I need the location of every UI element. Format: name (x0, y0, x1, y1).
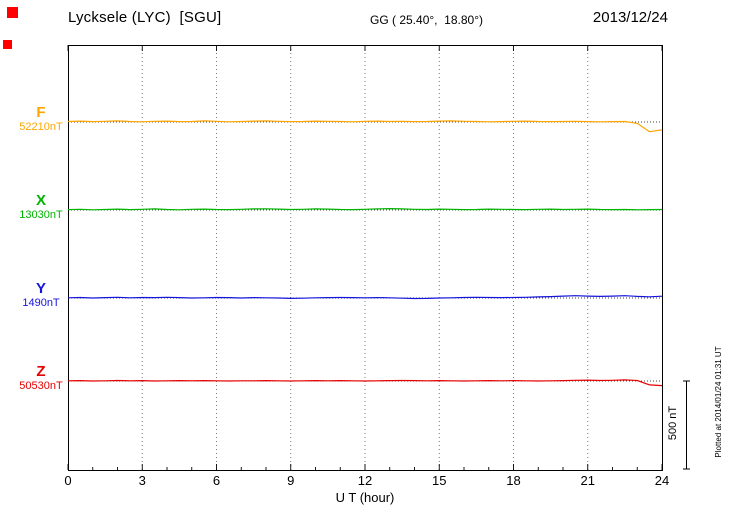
trace-letter-Y: Y (35, 280, 46, 297)
x-tick-label-6: 6 (212, 473, 221, 488)
x-tick-label-3: 3 (138, 473, 146, 488)
trace-letter-Z: Z (36, 363, 46, 380)
x-tick-label-24: 24 (654, 473, 670, 488)
trace-label-Z: Z 50530nT (12, 364, 70, 393)
x-axis-label: U T (hour) (335, 490, 395, 505)
trace-baseline-value-Z: 50530nT (19, 380, 63, 392)
red-status-marker-left (3, 40, 12, 49)
trace-label-X: X 13030nT (12, 193, 70, 222)
trace-X (67, 208, 663, 211)
trace-Y (67, 295, 663, 300)
trace-letter-X: X (35, 192, 46, 209)
trace-baseline-value-Y: 1490nT (22, 297, 60, 309)
x-tick-label-12: 12 (357, 473, 373, 488)
red-status-marker-top (7, 7, 18, 18)
scale-bar-label: 500 nT (667, 405, 679, 441)
trace-Z (67, 379, 663, 387)
x-tick-label-18: 18 (506, 473, 521, 488)
trace-letter-F: F (36, 104, 46, 121)
station-title: Lycksele (LYC) [SGU] (68, 9, 222, 26)
plotted-at-note: Plotted at 2014/01/24 01:31 UT (714, 346, 723, 458)
x-tick-label-21: 21 (580, 473, 595, 488)
x-tick-label-0: 0 (64, 473, 72, 488)
x-tick-label-9: 9 (287, 473, 295, 488)
trace-baseline-value-F: 52210nT (19, 121, 63, 133)
geographic-coordinates: GG ( 25.40°, 18.80°) (370, 13, 483, 27)
plot-date: 2013/12/24 (592, 9, 668, 26)
trace-label-F: F 52210nT (12, 105, 70, 134)
trace-baseline-value-X: 13030nT (19, 209, 63, 221)
trace-F (67, 120, 663, 133)
x-tick-label-15: 15 (432, 473, 447, 488)
plot-frame (68, 45, 663, 471)
trace-label-Y: Y 1490nT (12, 281, 70, 310)
